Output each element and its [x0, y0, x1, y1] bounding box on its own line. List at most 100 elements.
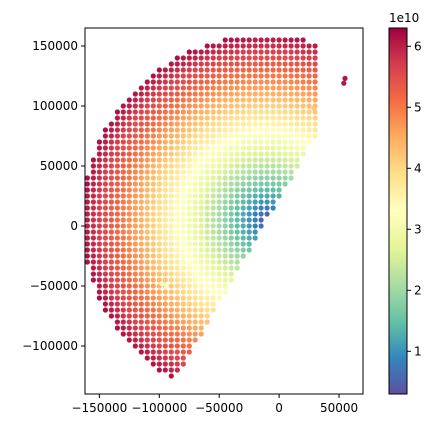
scatter-point: [144, 283, 150, 289]
scatter-point: [90, 175, 96, 181]
scatter-point: [258, 169, 264, 175]
scatter-point: [144, 343, 150, 349]
scatter-point: [96, 151, 102, 157]
scatter-point: [192, 97, 198, 103]
scatter-point: [216, 193, 222, 199]
scatter-point: [168, 91, 174, 97]
scatter-point: [174, 313, 180, 319]
scatter-point: [216, 139, 222, 145]
scatter-point: [126, 247, 132, 253]
scatter-point: [108, 151, 114, 157]
scatter-point: [132, 295, 138, 301]
scatter-point: [198, 235, 204, 241]
scatter-point: [84, 259, 90, 265]
scatter-point: [150, 169, 156, 175]
scatter-point: [120, 223, 126, 229]
scatter-point: [216, 187, 222, 193]
scatter-point: [186, 313, 192, 319]
scatter-point: [156, 289, 162, 295]
scatter-point: [156, 211, 162, 217]
scatter-point: [156, 127, 162, 133]
scatter-point: [258, 199, 264, 205]
scatter-point: [210, 73, 216, 79]
scatter-point: [270, 91, 276, 97]
scatter-point: [264, 139, 270, 145]
scatter-point: [174, 283, 180, 289]
scatter-point: [180, 283, 186, 289]
scatter-point: [96, 169, 102, 175]
scatter-point: [228, 253, 234, 259]
scatter-point: [186, 145, 192, 151]
x-tick-label: −50000: [195, 401, 243, 415]
scatter-point: [162, 169, 168, 175]
scatter-point: [120, 169, 126, 175]
colorbar-tick-label: 6: [414, 39, 422, 53]
scatter-point: [216, 271, 222, 277]
scatter-point: [144, 181, 150, 187]
scatter-point: [162, 121, 168, 127]
scatter-point: [210, 277, 216, 283]
scatter-point: [210, 193, 216, 199]
scatter-point: [252, 127, 258, 133]
scatter-point: [108, 313, 114, 319]
scatter-point: [252, 193, 258, 199]
scatter-point: [186, 277, 192, 283]
scatter-point: [252, 229, 258, 235]
scatter-point: [90, 193, 96, 199]
scatter-point: [90, 241, 96, 247]
scatter-point: [96, 139, 102, 145]
scatter-point: [90, 265, 96, 271]
scatter-point: [162, 337, 168, 343]
scatter-point: [120, 289, 126, 295]
scatter-point: [228, 97, 234, 103]
colorbar-frame: [388, 27, 408, 395]
scatter-point: [228, 169, 234, 175]
scatter-point: [96, 271, 102, 277]
scatter-point: [132, 277, 138, 283]
scatter-point: [144, 229, 150, 235]
scatter-point: [252, 79, 258, 85]
scatter-point: [102, 145, 108, 151]
scatter-point: [288, 79, 294, 85]
scatter-point: [144, 259, 150, 265]
scatter-point: [192, 79, 198, 85]
scatter-point: [90, 229, 96, 235]
scatter-point: [168, 115, 174, 121]
scatter-point: [126, 313, 132, 319]
scatter-point: [288, 55, 294, 61]
scatter-point: [276, 49, 282, 55]
scatter-point: [204, 61, 210, 67]
scatter-point: [174, 73, 180, 79]
scatter-point: [312, 127, 318, 133]
scatter-point: [102, 301, 108, 307]
scatter-point: [204, 103, 210, 109]
scatter-point: [228, 193, 234, 199]
scatter-point: [180, 331, 186, 337]
scatter-point: [174, 97, 180, 103]
scatter-point: [192, 271, 198, 277]
scatter-point: [204, 73, 210, 79]
scatter-point: [174, 91, 180, 97]
scatter-point: [204, 271, 210, 277]
scatter-point: [246, 127, 252, 133]
scatter-point: [222, 55, 228, 61]
scatter-point: [150, 283, 156, 289]
scatter-point: [216, 223, 222, 229]
scatter-point: [192, 301, 198, 307]
scatter-point: [138, 187, 144, 193]
scatter-point: [192, 193, 198, 199]
scatter-point: [186, 109, 192, 115]
scatter-point: [102, 247, 108, 253]
scatter-point: [126, 211, 132, 217]
scatter-point: [162, 217, 168, 223]
scatter-point: [108, 187, 114, 193]
scatter-point: [150, 343, 156, 349]
scatter-point: [108, 301, 114, 307]
scatter-point: [162, 235, 168, 241]
scatter-point: [114, 169, 120, 175]
scatter-point: [192, 319, 198, 325]
scatter-point: [180, 229, 186, 235]
scatter-point: [114, 325, 120, 331]
scatter-point: [126, 307, 132, 313]
scatter-point: [144, 193, 150, 199]
